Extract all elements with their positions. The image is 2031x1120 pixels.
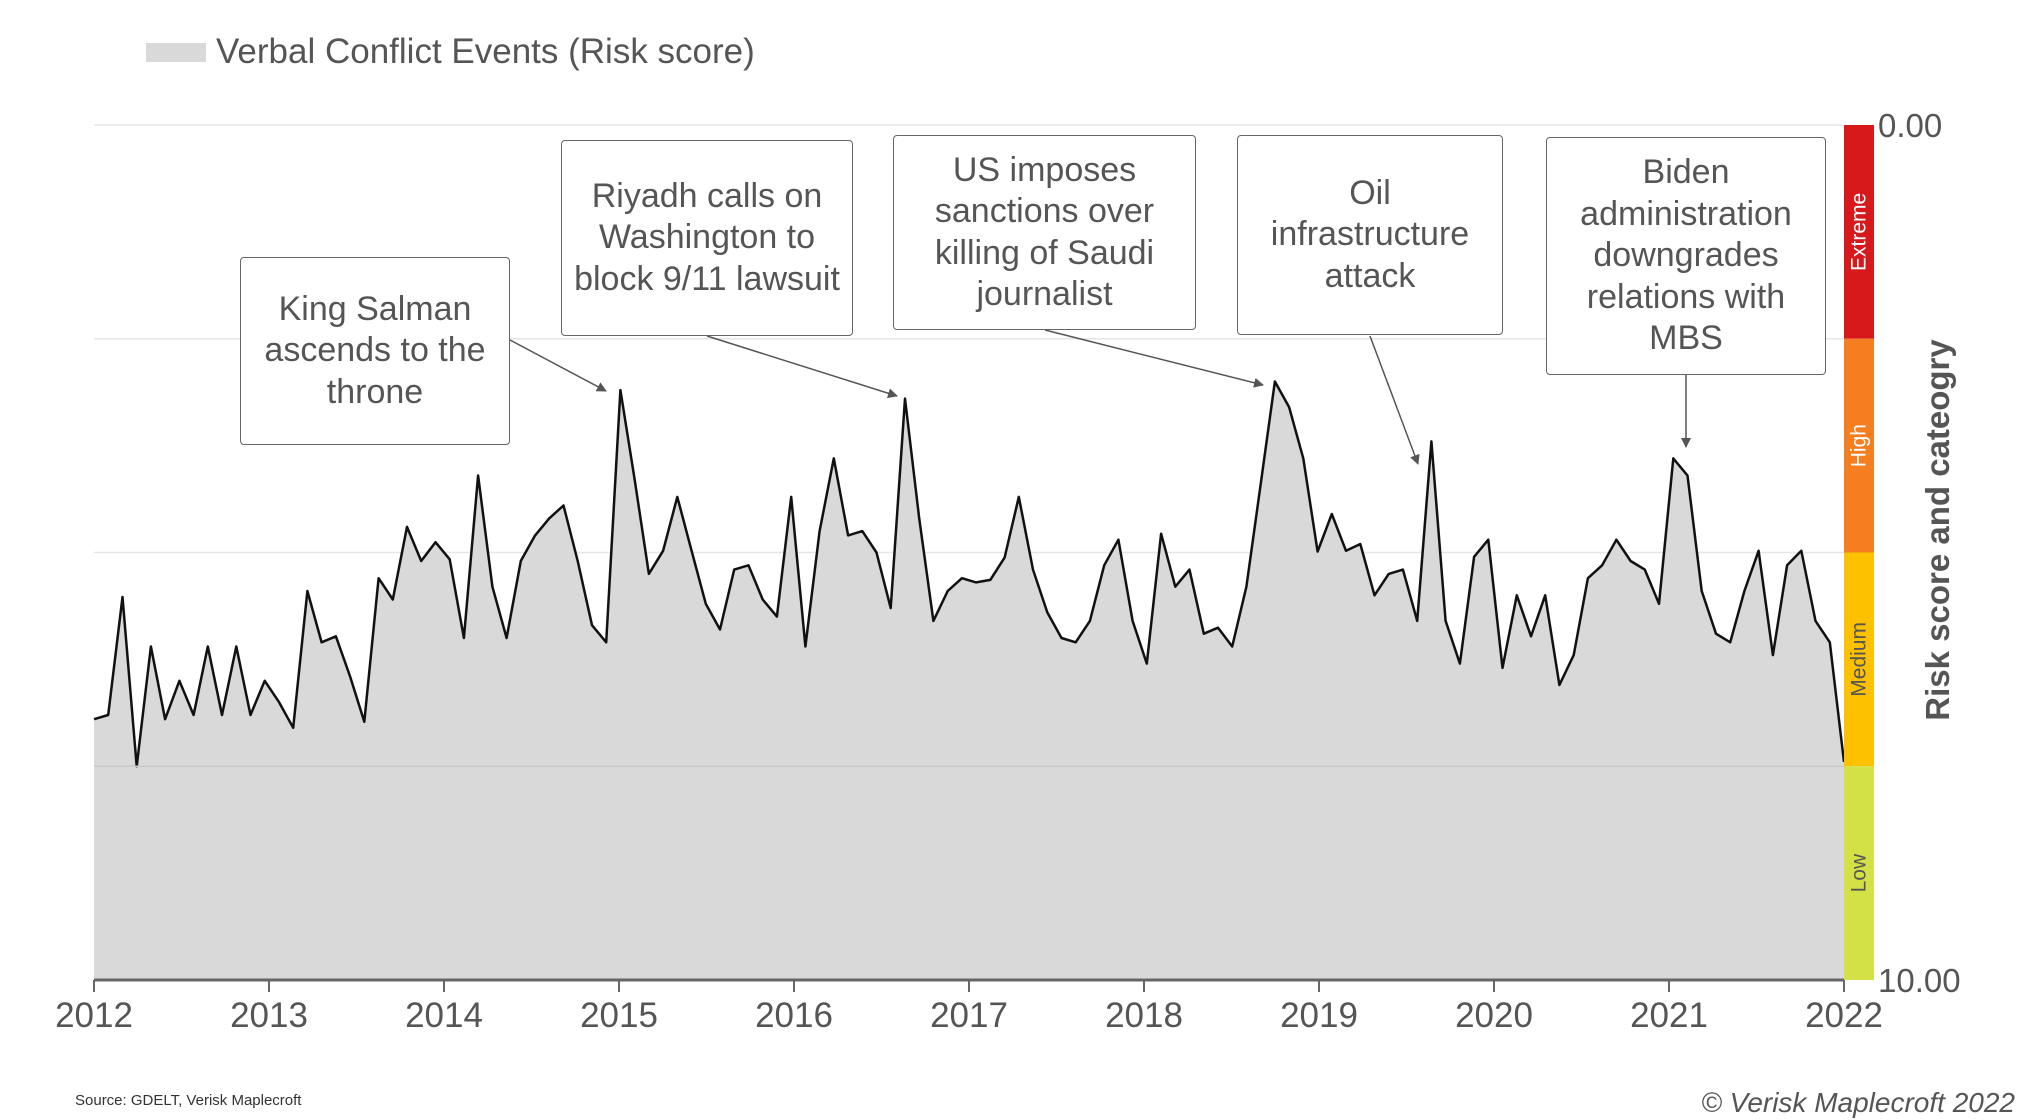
source-note: Source: GDELT, Verisk Maplecroft — [75, 1092, 302, 1109]
x-axis: 2012 2013 2014 2015 2016 2017 2018 2019 2020 2021… — [55, 978, 1883, 1035]
copyright: © Verisk Maplecroft 2022 — [1701, 1087, 2015, 1118]
annotation-arrow — [706, 335, 898, 399]
x-tick-label: 2022 — [1805, 996, 1883, 1035]
legend-swatch — [146, 42, 206, 62]
annotation-oil-attack: Oil infrastructure attack — [1237, 135, 1503, 335]
category-label-medium: Medium — [1848, 622, 1871, 697]
annotation-arrow — [509, 339, 607, 392]
legend-label: Verbal Conflict Events (Risk score) — [216, 32, 755, 71]
category-bands: Extreme High Medium Low — [1844, 125, 1874, 980]
x-tick-label: 2019 — [1280, 996, 1358, 1035]
risk-line — [93, 380, 1846, 768]
annotation-biden: Biden administration downgrades relation… — [1546, 137, 1826, 375]
category-label-extreme: Extreme — [1848, 193, 1871, 271]
legend: Verbal Conflict Events (Risk score) — [146, 32, 755, 72]
category-band-medium — [1844, 552, 1874, 767]
y-tick-bottom: 10.00 — [1878, 962, 1961, 999]
x-tick-label: 2015 — [580, 996, 658, 1035]
x-tick-label: 2013 — [230, 996, 308, 1035]
x-tick-label: 2021 — [1630, 996, 1708, 1035]
annotation-arrow — [1044, 329, 1264, 388]
category-band-low — [1844, 766, 1874, 980]
category-band-extreme — [1844, 125, 1874, 339]
y-tick-top: 0.00 — [1878, 107, 1942, 144]
x-tick-label: 2012 — [55, 996, 133, 1035]
category-label-high: High — [1848, 424, 1871, 467]
x-tick-label: 2018 — [1105, 996, 1183, 1035]
category-band-high — [1844, 338, 1874, 553]
annotation-king-salman: King Salman ascends to the throne — [240, 257, 510, 445]
x-tick-label: 2016 — [755, 996, 833, 1035]
risk-area — [94, 381, 1844, 980]
category-label-low: Low — [1848, 853, 1871, 892]
annotation-riyadh-lawsuit: Riyadh calls on Washington to block 9/11… — [561, 140, 853, 336]
annotation-arrows — [509, 329, 1691, 465]
x-tick-label: 2014 — [405, 996, 483, 1035]
annotation-us-sanctions: US imposes sanctions over killing of Sau… — [893, 135, 1196, 330]
x-tick-label: 2017 — [930, 996, 1008, 1035]
y-axis-ticks: 0.00 10.00 — [1878, 107, 1961, 999]
y-axis-title: Risk score and cateogry — [1919, 339, 1956, 721]
annotation-arrow — [1369, 335, 1420, 465]
x-tick-label: 2020 — [1455, 996, 1533, 1035]
